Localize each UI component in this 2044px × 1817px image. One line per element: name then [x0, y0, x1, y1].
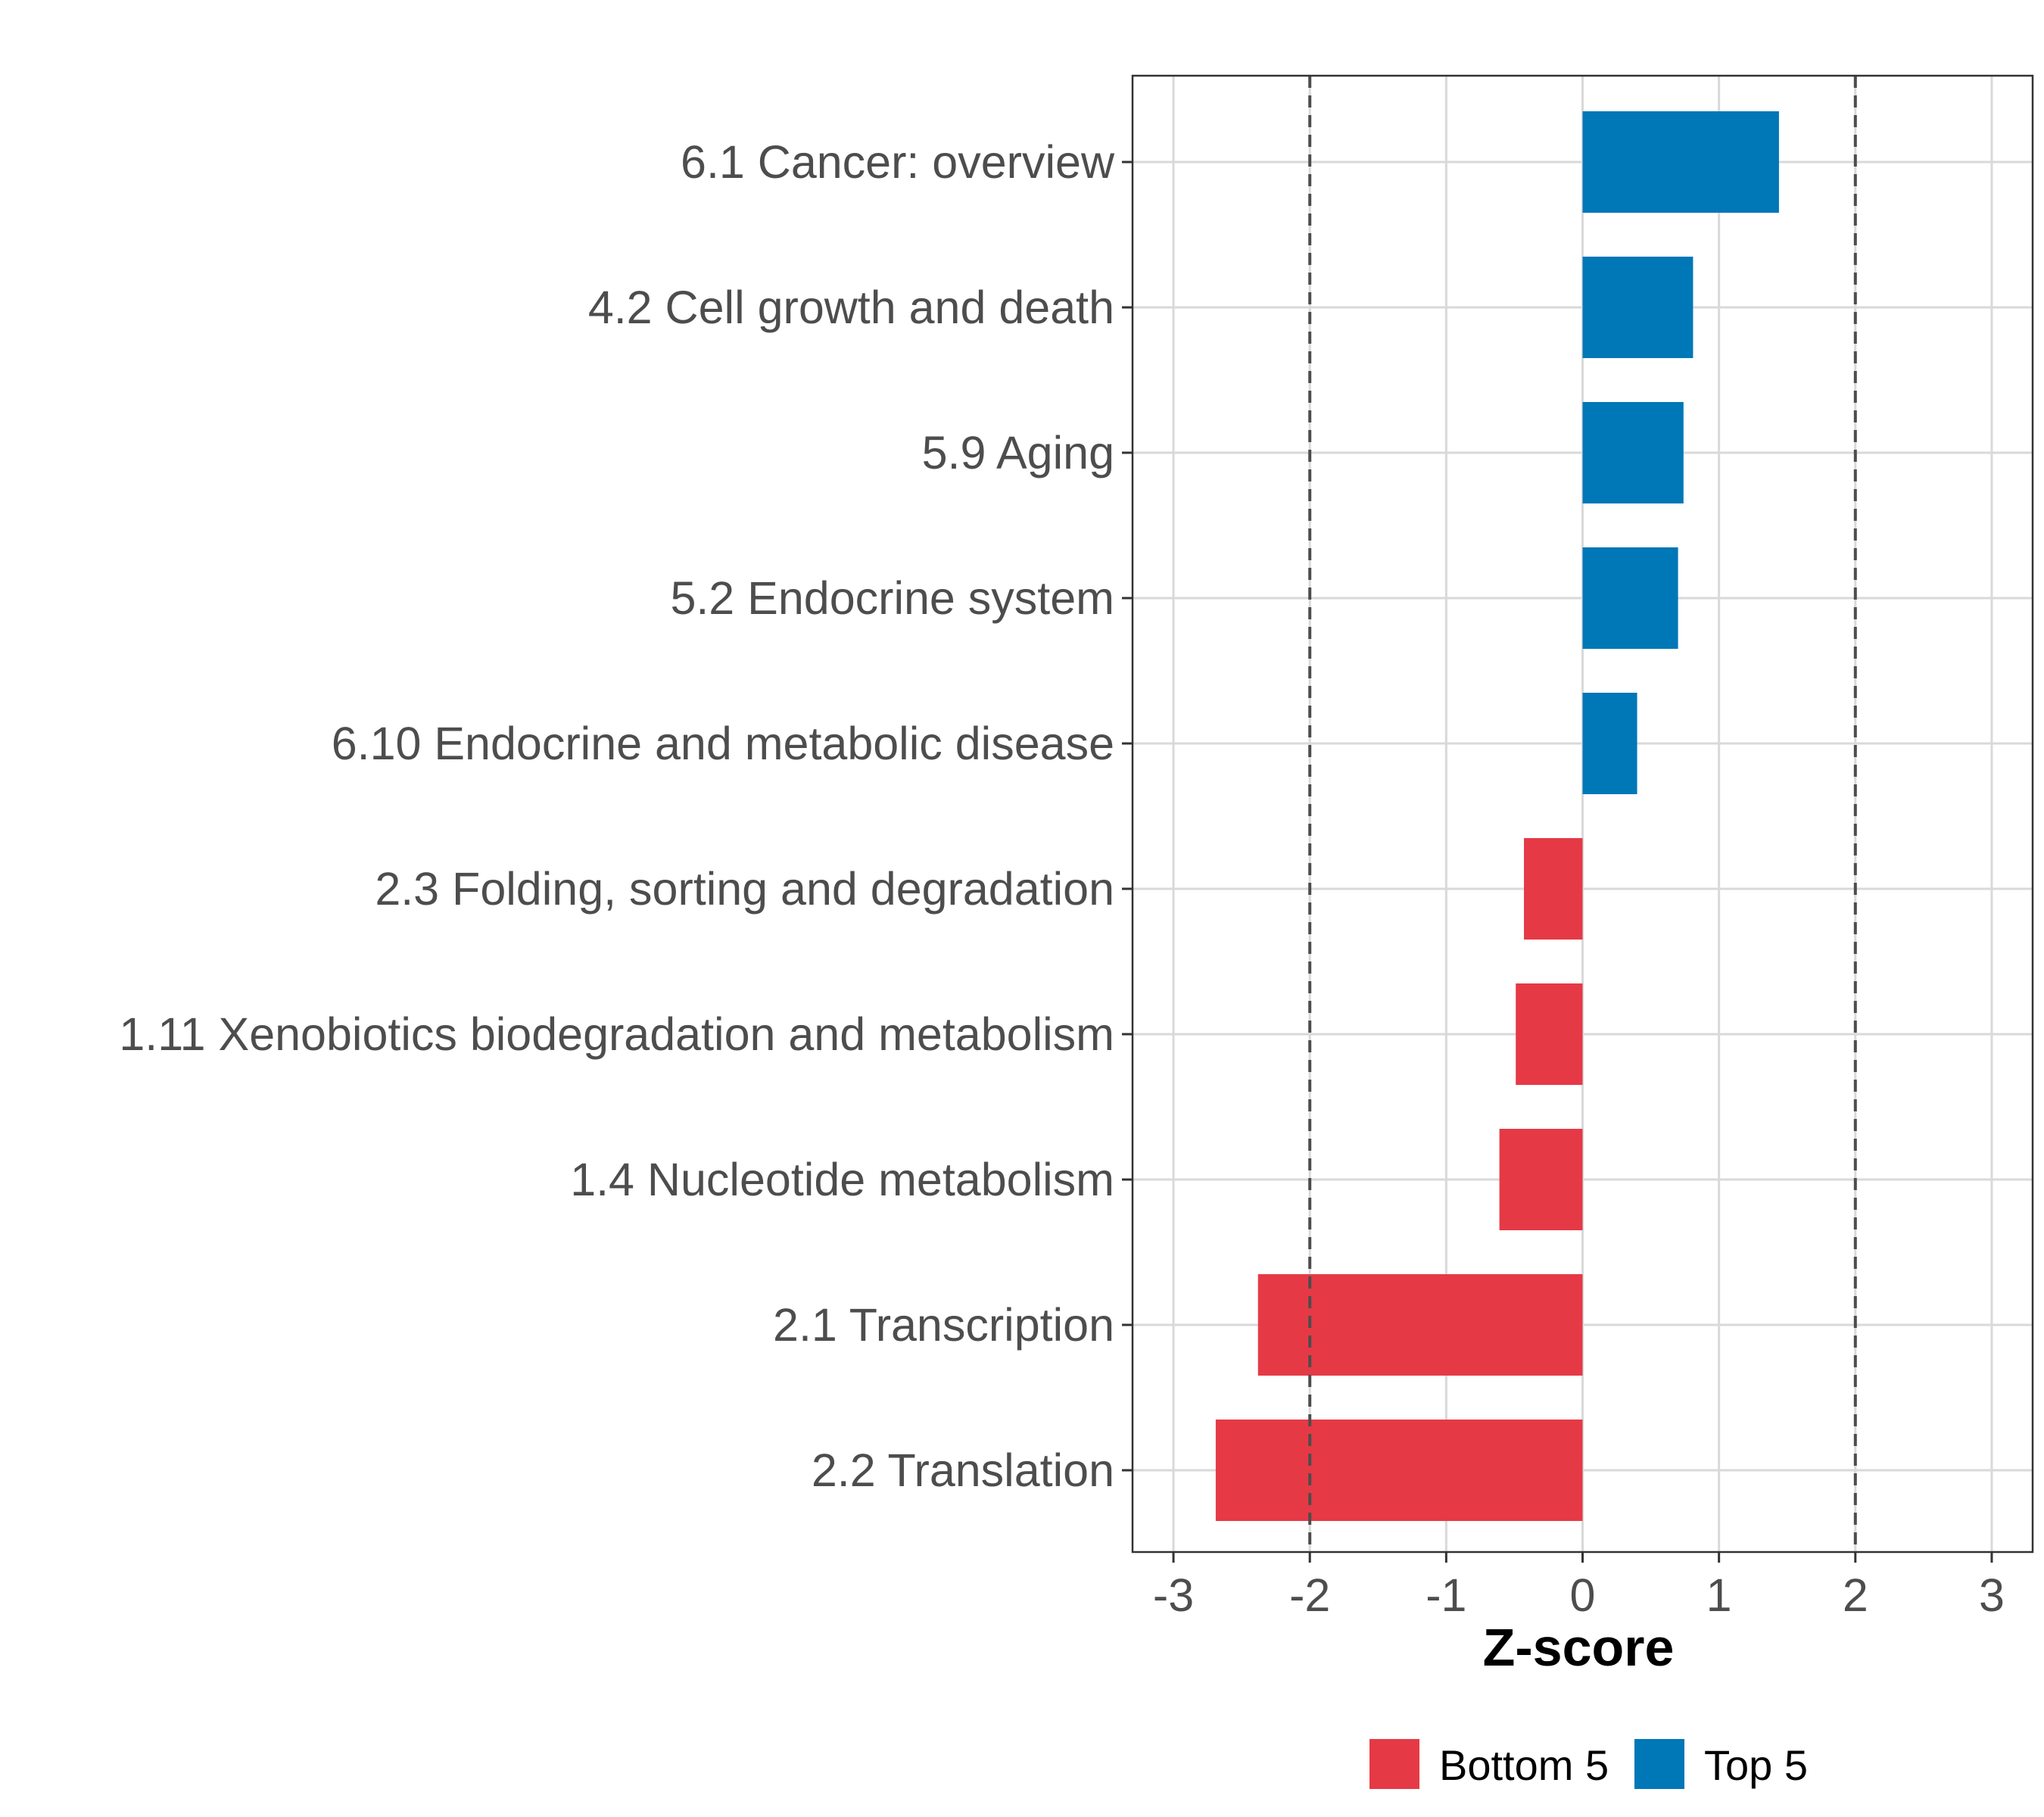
bar-4 — [1582, 693, 1637, 794]
legend-label-0: Bottom 5 — [1439, 1741, 1609, 1789]
y-label-0: 6.1 Cancer: overview — [681, 136, 1115, 188]
x-tick-label-0: -3 — [1153, 1569, 1194, 1621]
y-label-7: 1.4 Nucleotide metabolism — [570, 1154, 1114, 1205]
x-tick-label-4: 1 — [1706, 1569, 1732, 1621]
bar-8 — [1257, 1274, 1583, 1376]
y-label-5: 2.3 Folding, sorting and degradation — [375, 863, 1114, 915]
legend-key-0 — [1369, 1739, 1419, 1789]
x-tick-label-6: 3 — [1979, 1569, 2005, 1621]
x-axis-ticks: -3 -2 -1 0 1 2 3 — [1153, 1552, 2005, 1621]
y-label-9: 2.2 Translation — [812, 1445, 1114, 1496]
bars — [1215, 111, 1779, 1521]
x-tick-label-3: 0 — [1570, 1569, 1596, 1621]
bar-0 — [1582, 111, 1779, 213]
legend: Bottom 5 Top 5 — [1369, 1739, 1808, 1789]
bar-3 — [1582, 547, 1678, 649]
y-label-6: 1.11 Xenobiotics biodegradation and meta… — [119, 1008, 1114, 1060]
x-tick-label-5: 2 — [1843, 1569, 1868, 1621]
y-label-8: 2.1 Transcription — [773, 1299, 1114, 1351]
bar-1 — [1582, 257, 1693, 358]
bar-9 — [1215, 1420, 1583, 1521]
y-label-3: 5.2 Endocrine system — [670, 572, 1114, 624]
legend-label-1: Top 5 — [1704, 1741, 1808, 1789]
bar-2 — [1582, 402, 1684, 503]
y-label-1: 4.2 Cell growth and death — [588, 282, 1114, 333]
y-label-2: 5.9 Aging — [922, 427, 1114, 478]
bar-7 — [1499, 1129, 1583, 1230]
bar-5 — [1524, 838, 1583, 940]
x-tick-label-1: -2 — [1289, 1569, 1330, 1621]
reference-lines — [1308, 76, 1857, 1552]
bar-6 — [1516, 983, 1583, 1085]
legend-key-1 — [1634, 1739, 1684, 1789]
x-tick-label-2: -1 — [1426, 1569, 1466, 1621]
x-axis-title: Z-score — [1483, 1618, 1675, 1677]
y-label-4: 6.10 Endocrine and metabolic disease — [332, 718, 1114, 769]
y-axis-labels: 6.1 Cancer: overview 4.2 Cell growth and … — [119, 136, 1133, 1496]
